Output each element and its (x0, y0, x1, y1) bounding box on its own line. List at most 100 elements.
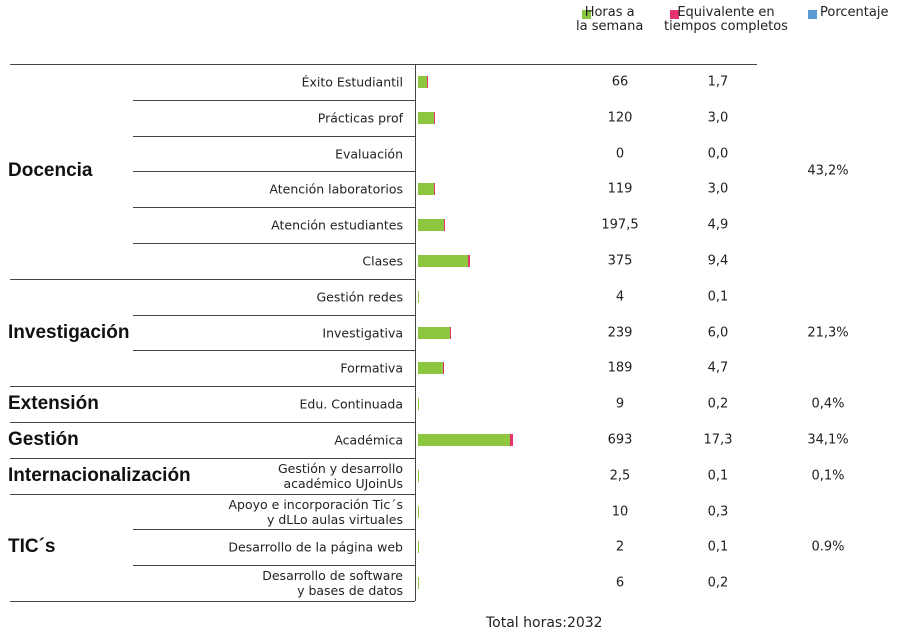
fte-value: 0,1 (707, 289, 729, 305)
bar-hours (418, 75, 427, 88)
group-label: Investigación (8, 321, 130, 343)
fte-value: 1,7 (707, 74, 729, 90)
fte-value: 0,3 (707, 504, 729, 519)
group-percent: 21,3% (807, 325, 849, 340)
fte-value: 3,0 (707, 181, 729, 197)
hours-value: 375 (607, 253, 633, 269)
bar-hours (418, 505, 420, 518)
total: Total horas:2032 (486, 615, 603, 631)
row-rule (133, 99, 415, 101)
bar-fte (444, 219, 446, 232)
group-rule (10, 278, 415, 280)
group-label: Internacionalización (8, 464, 191, 486)
row-rule (133, 529, 415, 531)
category-label: Evaluación (335, 146, 403, 161)
legend-label: Porcentaje (820, 5, 889, 20)
bar-hours (418, 219, 445, 232)
hours-value: 2,5 (609, 468, 631, 484)
axis-line (415, 64, 416, 601)
category-label: Clases (362, 253, 403, 269)
fte-value: 0,1 (707, 539, 729, 555)
fte-value: 4,7 (707, 360, 729, 376)
group-rule (10, 386, 415, 388)
fte-value: 0,2 (707, 396, 729, 412)
category-label: Formativa (340, 360, 403, 376)
category-label: Atención laboratorios (269, 181, 403, 197)
bar-fte (509, 433, 514, 446)
group-label: Gestión (8, 428, 79, 450)
fte-value: 0,1 (707, 468, 729, 484)
bar-fte (449, 326, 451, 339)
group-label: Extensión (8, 393, 99, 415)
fte-value: 4,9 (707, 217, 729, 233)
fte-value: 0,2 (707, 575, 729, 591)
bar-hours (418, 254, 468, 267)
hours-value: 0 (615, 146, 625, 161)
category-label: Gestión redes (316, 289, 404, 305)
bar-fte (467, 254, 470, 267)
hours-value: 119 (607, 181, 633, 197)
row-rule (133, 135, 415, 137)
bar-hours (418, 398, 420, 411)
total-label: Total horas: (486, 615, 567, 631)
fte-value: 0,0 (707, 146, 729, 161)
bar-hours (418, 326, 450, 339)
bar-hours (418, 433, 510, 446)
group-rule (10, 457, 415, 459)
hours-value: 189 (607, 360, 633, 376)
hours-value: 120 (607, 110, 633, 126)
category-label: Atención estudiantes (271, 217, 403, 233)
category-label: Desarrollo de la página web (228, 539, 403, 555)
bar-fte (433, 183, 435, 196)
group-rule (10, 493, 415, 495)
category-label: Desarrollo de software y bases de datos (262, 568, 403, 599)
group-rule (10, 601, 415, 602)
hours-value: 2 (615, 539, 625, 555)
category-label: Edu. Continuada (299, 396, 403, 412)
hours-value: 6 (615, 575, 625, 591)
fte-value: 3,0 (707, 110, 729, 126)
category-label: Académica (334, 432, 403, 448)
hours-value: 66 (611, 74, 629, 90)
bar-hours (418, 577, 419, 590)
hours-value: 4 (615, 289, 625, 305)
group-percent: 0,4% (811, 396, 845, 412)
group-percent: 0.9% (811, 539, 845, 555)
hours-value: 10 (611, 504, 629, 519)
group-percent: 43,2% (807, 163, 849, 179)
bar-fte (443, 362, 444, 375)
bar-hours (418, 183, 434, 196)
category-label: Prácticas prof (317, 110, 403, 126)
group-rule (10, 422, 415, 423)
legend-swatch (582, 10, 591, 19)
fte-value: 6,0 (707, 325, 729, 340)
row-rule (133, 565, 415, 567)
legend-swatch (808, 10, 817, 19)
legend-label: Equivalente en tiempos completos (664, 5, 788, 34)
row-rule (133, 314, 415, 316)
hours-value: 9 (615, 396, 625, 412)
category-label: Apoyo e incorporación Tic´s y dLLo aulas… (228, 496, 404, 527)
bar-hours (418, 362, 444, 375)
bar-hours (418, 290, 419, 303)
row-rule (133, 171, 415, 173)
row-rule (133, 207, 415, 209)
category-label: Gestión y desarrollo académico UJoinUs (278, 460, 403, 491)
legend-label: Horas a la semana (576, 5, 644, 34)
group-label: TIC´s (8, 536, 56, 558)
total-value: 2032 (566, 615, 603, 631)
fte-value: 17,3 (703, 432, 733, 448)
group-label: Docencia (8, 160, 93, 182)
category-label: Investigativa (322, 325, 403, 340)
row-rule (133, 350, 415, 352)
hours-value: 693 (607, 432, 633, 448)
legend-swatch (670, 10, 679, 19)
top-rule (10, 64, 757, 65)
group-percent: 0,1% (811, 468, 845, 484)
hours-value: 239 (607, 325, 633, 340)
fte-value: 9,4 (707, 253, 729, 269)
hours-value: 197,5 (601, 217, 639, 233)
bar-fte (433, 111, 435, 124)
bar-hours (418, 111, 434, 124)
